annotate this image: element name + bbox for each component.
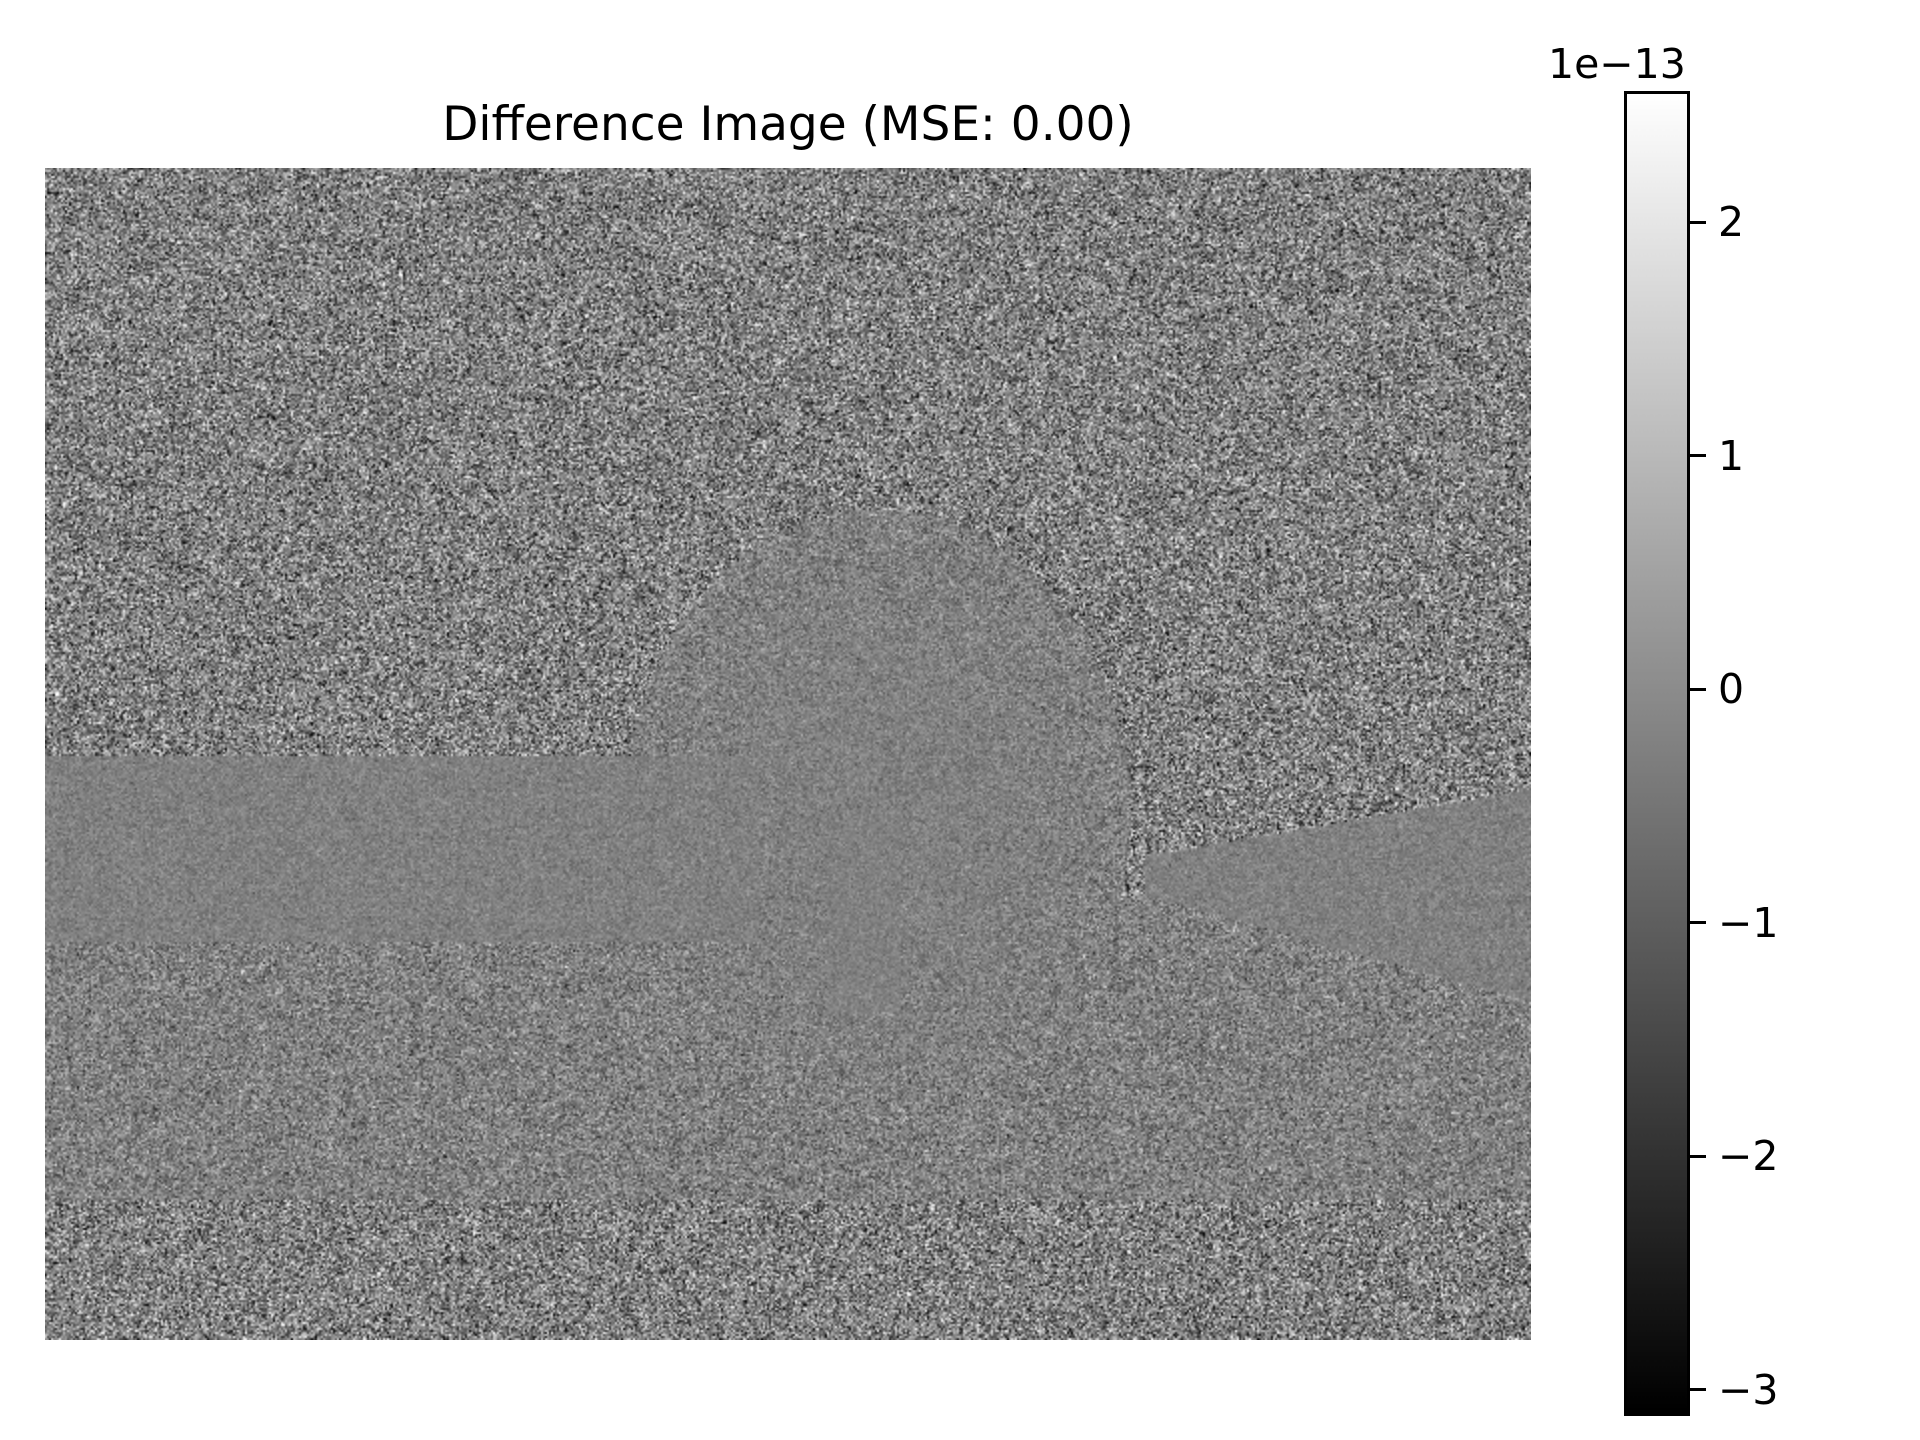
colorbar (1624, 91, 1690, 1416)
colorbar-tick-label: −3 (1718, 1365, 1779, 1414)
colorbar-tick-label: 0 (1718, 665, 1745, 714)
chart-title: Difference Image (MSE: 0.00) (442, 97, 1134, 152)
colorbar-tick-mark (1690, 687, 1706, 691)
colorbar-tick-label: 2 (1718, 198, 1745, 247)
colorbar-tick-mark (1690, 454, 1706, 458)
colorbar-tick-mark (1690, 921, 1706, 925)
colorbar-gradient (1627, 94, 1687, 1413)
colorbar-tick-label: −2 (1718, 1132, 1779, 1181)
colorbar-tick-mark (1690, 1154, 1706, 1158)
colorbar-tick-mark (1690, 1388, 1706, 1392)
colorbar-exponent-label: 1e−13 (1548, 40, 1686, 88)
colorbar-tick-label: 1 (1718, 431, 1745, 480)
difference-heatmap (45, 168, 1531, 1340)
colorbar-tick-label: −1 (1718, 898, 1779, 947)
colorbar-tick-mark (1690, 220, 1706, 224)
